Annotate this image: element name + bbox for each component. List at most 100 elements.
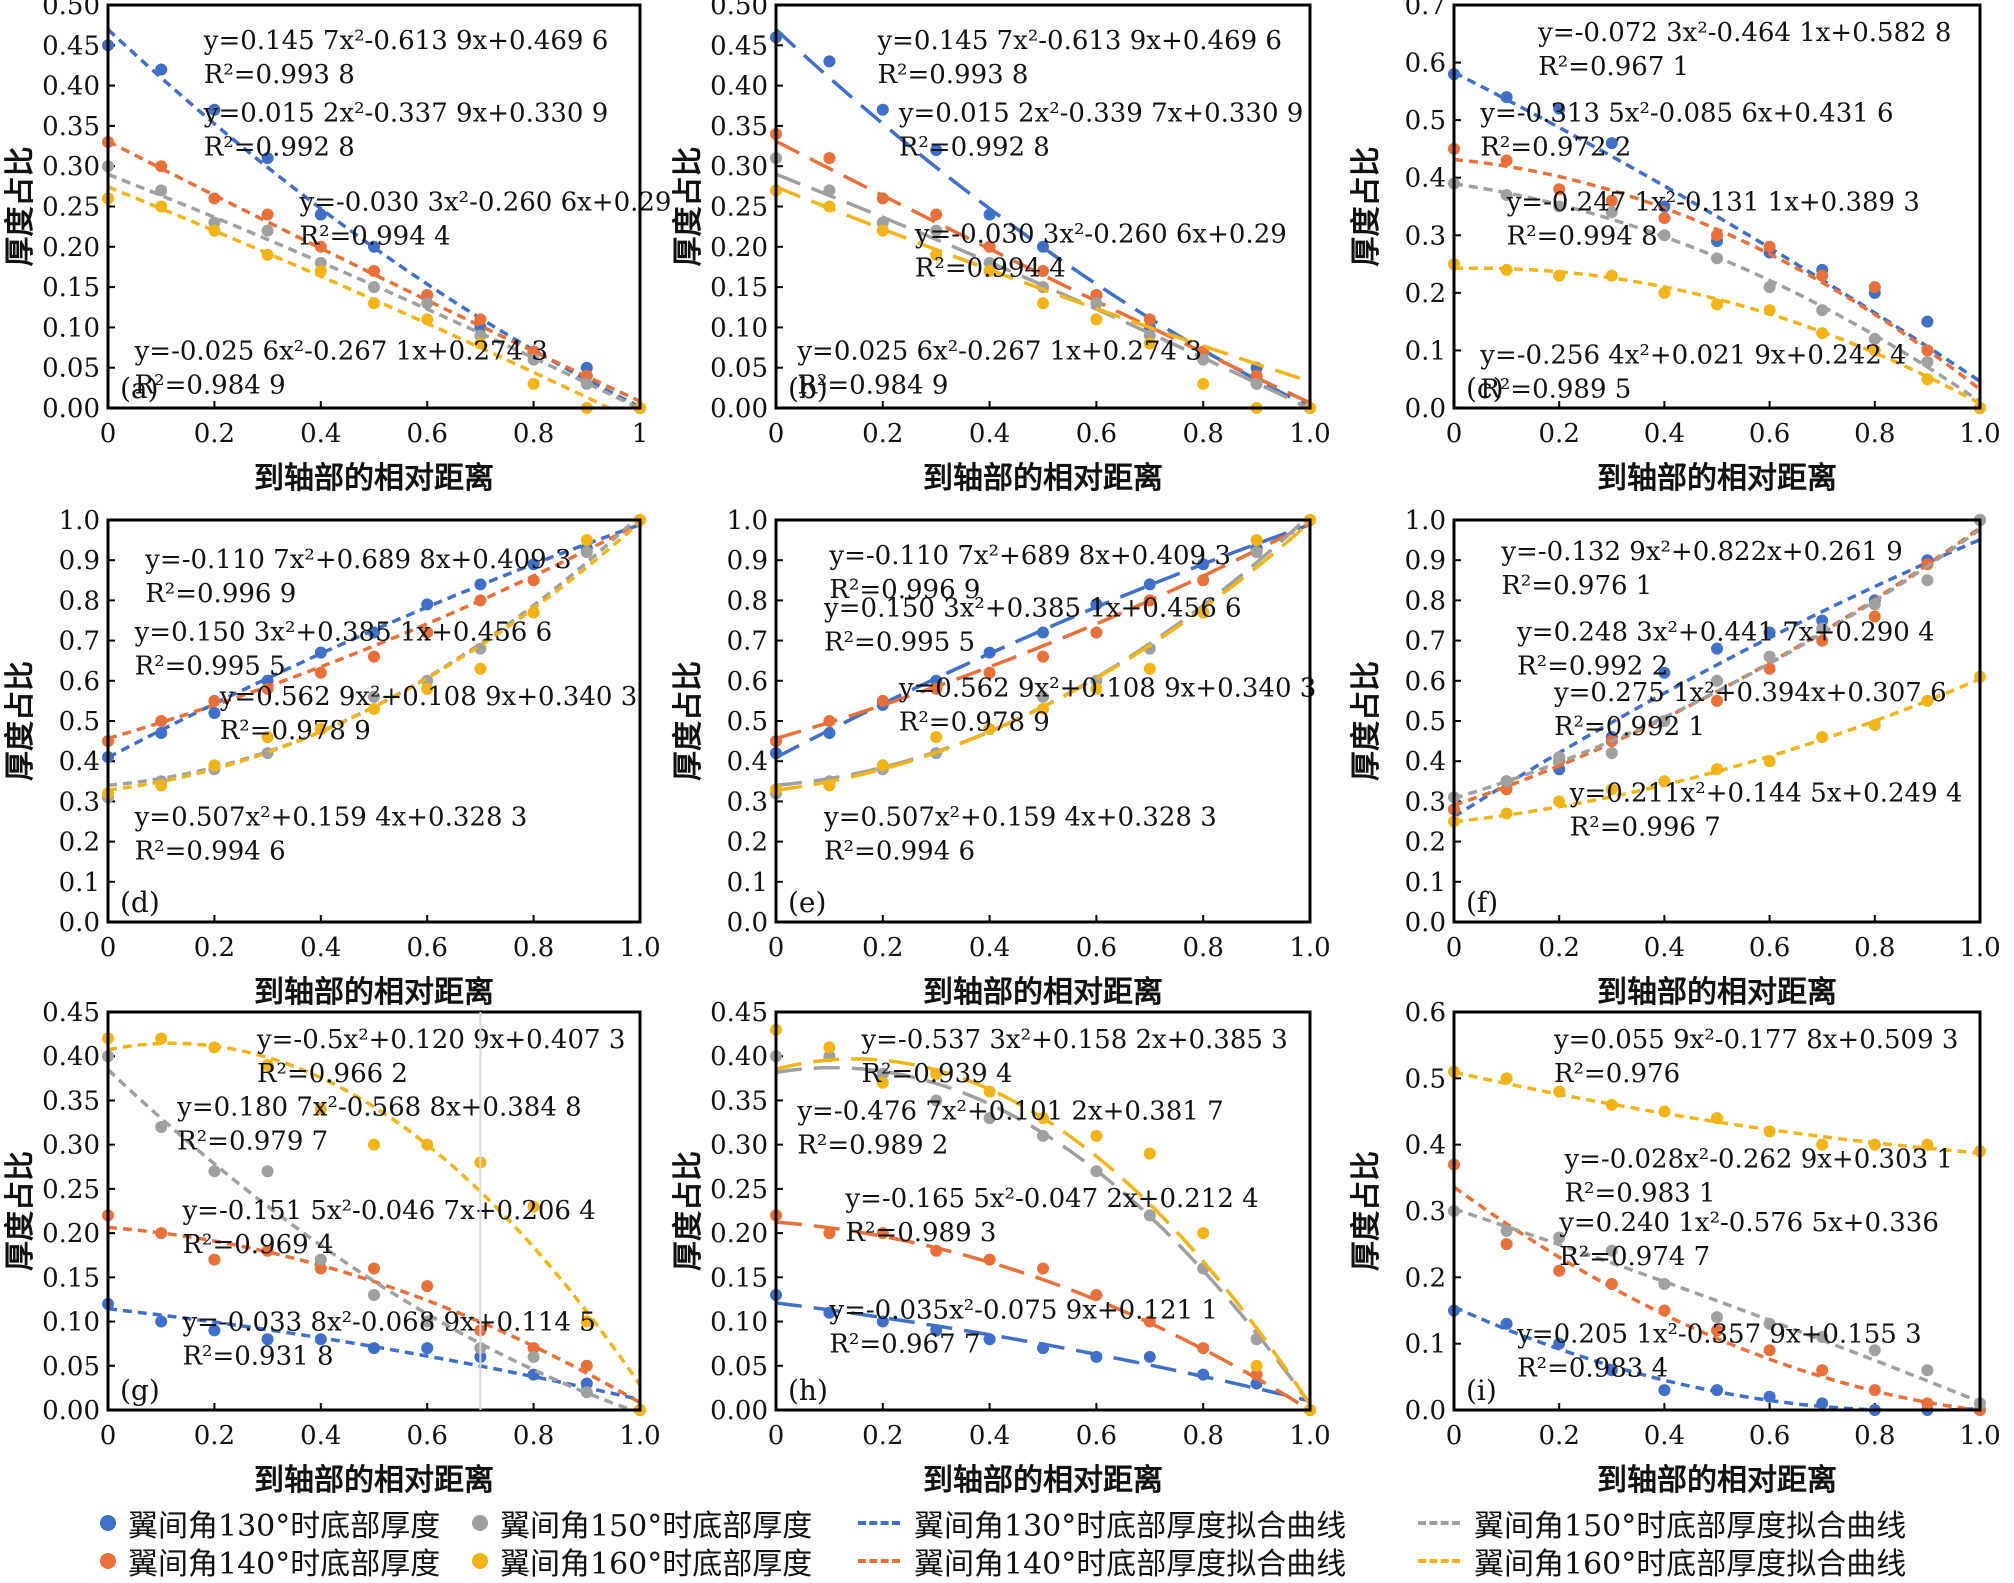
fit-equation: y=0.055 9x²-0.177 8x+0.509 3: [1553, 1025, 1959, 1055]
data-point-s160: [1816, 327, 1829, 340]
y-tick-label: 0.05: [710, 354, 768, 384]
data-point-s150: [1553, 200, 1566, 213]
data-point-s140: [1816, 634, 1829, 647]
data-point-s140: [1500, 1238, 1513, 1251]
data-point-s140: [876, 192, 889, 205]
y-tick-label: 0.8: [1405, 586, 1446, 616]
data-point-s130: [983, 1333, 996, 1346]
data-point-s160: [1553, 1085, 1566, 1098]
y-tick-label: 0.5: [59, 707, 100, 737]
data-point-s130: [155, 63, 168, 76]
data-point-s150: [1763, 650, 1776, 663]
data-point-s160: [314, 723, 327, 736]
data-point-s160: [1500, 1072, 1513, 1085]
fit-curve-s160: [776, 185, 1310, 384]
data-point-s140: [1868, 610, 1881, 623]
data-point-s130: [1763, 626, 1776, 639]
data-point-s140: [261, 208, 274, 221]
data-point-s140: [823, 152, 836, 165]
data-point-s160: [1037, 297, 1049, 310]
data-point-s130: [527, 558, 540, 571]
y-tick-label: 0.6: [1405, 667, 1446, 697]
x-tick-label: 0.6: [1749, 1421, 1790, 1451]
data-point-s150: [1605, 1244, 1618, 1257]
data-point-s150: [1816, 622, 1829, 635]
data-point-s160: [823, 200, 836, 213]
x-tick-label: 0.6: [1076, 419, 1117, 449]
legend-item-140-points: 翼间角140°时底部厚度: [100, 1542, 440, 1582]
legend-line-150: [1418, 1521, 1460, 1525]
data-point-s160: [1921, 373, 1934, 386]
legend-line-130: [858, 1521, 900, 1525]
x-tick-label: 0: [100, 419, 117, 449]
legend-label: 翼间角130°时底部厚度拟合曲线: [914, 1509, 1347, 1544]
data-point-s130: [580, 1377, 593, 1390]
data-point-s160: [208, 1041, 221, 1054]
y-tick-label: 0.5: [1405, 1064, 1446, 1094]
fit-equation: y=-0.030 3x²-0.260 6x+0.29: [914, 220, 1287, 250]
data-point-s150: [261, 1165, 274, 1178]
r-squared-label: R²=0.993 8: [204, 60, 355, 90]
r-squared-label: R²=0.983 1: [1564, 1178, 1715, 1208]
y-tick-label: 0.3: [727, 787, 768, 817]
legend-label: 翼间角150°时底部厚度拟合曲线: [1474, 1509, 1907, 1544]
data-point-s140: [208, 1253, 221, 1266]
data-point-s160: [1143, 662, 1156, 675]
r-squared-label: R²=0.978 9: [899, 708, 1050, 738]
data-point-s130: [823, 727, 836, 740]
plot-frame: [774, 1010, 1312, 1412]
data-point-s150: [823, 184, 836, 197]
data-point-s160: [1197, 606, 1210, 619]
x-tick-label: 1.0: [1959, 419, 2000, 449]
data-point-s150: [983, 1112, 996, 1125]
y-tick-label: 0.3: [59, 787, 100, 817]
legend-marker-130: [100, 1515, 116, 1531]
plot-frame: [774, 3, 1312, 410]
data-point-s130: [1816, 1397, 1829, 1410]
data-point-s130: [208, 1324, 221, 1337]
data-point-s130: [876, 103, 889, 116]
data-point-s160: [983, 723, 996, 736]
fit-equation: y=0.507x²+0.159 4x+0.328 3: [823, 802, 1217, 832]
fit-equation: y=0.015 2x²-0.339 7x+0.330 9: [898, 99, 1304, 129]
data-point-s160: [474, 662, 487, 675]
data-point-s140: [930, 208, 943, 221]
data-point-s130: [314, 208, 327, 221]
data-point-s130: [1500, 91, 1513, 104]
data-point-s150: [1711, 1311, 1723, 1324]
data-point-s130: [930, 144, 943, 157]
data-point-s150: [1500, 188, 1513, 201]
fit-equation: y=-0.165 5x²-0.047 2x+0.212 4: [844, 1184, 1258, 1214]
fit-equation: y=0.015 2x²-0.337 9x+0.330 9: [203, 99, 609, 129]
data-point-s130: [1553, 1337, 1566, 1350]
chart-panel: 0.000.050.100.150.200.250.300.350.400.45…: [3, 998, 661, 1498]
data-point-s140: [1868, 281, 1881, 294]
x-tick-label: 0.6: [1076, 933, 1117, 963]
data-point-s140: [1763, 240, 1776, 253]
data-point-s160: [314, 264, 327, 277]
data-point-s160: [1711, 763, 1723, 776]
y-tick-label: 0.0: [1405, 908, 1446, 938]
panel-label: (f): [1466, 886, 1498, 919]
data-point-s130: [474, 578, 487, 591]
x-tick-label: 1.0: [1289, 1421, 1330, 1451]
data-point-s150: [1605, 206, 1618, 219]
data-point-s140: [1658, 212, 1671, 225]
data-point-s130: [1090, 598, 1103, 611]
fit-equation: y=-0.028x²-0.262 9x+0.303 1: [1563, 1144, 1953, 1174]
data-point-s150: [1605, 747, 1618, 760]
y-tick-label: 0.6: [1405, 49, 1446, 79]
y-tick-label: 0.2: [1405, 279, 1446, 309]
data-point-s160: [1090, 313, 1103, 326]
x-tick-label: 0.8: [513, 1421, 554, 1451]
r-squared-label: R²=0.967 1: [1538, 52, 1689, 82]
r-squared-label: R²=0.989 2: [797, 1131, 948, 1161]
r-squared-label: R²=0.967 7: [829, 1330, 980, 1360]
r-squared-label: R²=0.994 6: [135, 836, 286, 866]
r-squared-label: R²=0.994 8: [1507, 221, 1658, 251]
y-tick-label: 0.1: [727, 868, 768, 898]
data-point-s140: [1553, 1264, 1566, 1277]
legend-item-140-curve: 翼间角140°时底部厚度拟合曲线: [858, 1542, 1346, 1582]
data-point-s130: [1605, 137, 1618, 150]
x-tick-label: 1.0: [619, 1421, 660, 1451]
